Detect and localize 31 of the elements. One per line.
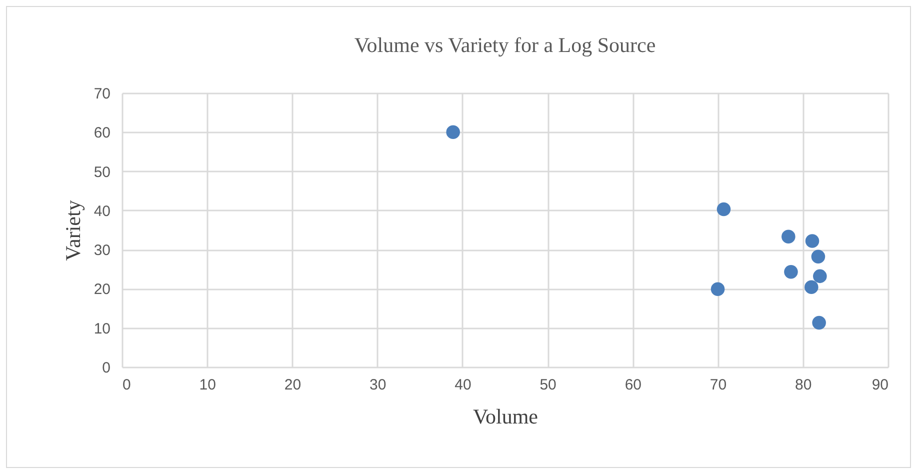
y-tick-label: 70 bbox=[94, 86, 110, 102]
point bbox=[805, 234, 820, 248]
point bbox=[710, 282, 725, 296]
y-axis-title: Variety bbox=[60, 200, 85, 261]
y-tick-label: 30 bbox=[94, 242, 110, 260]
y-tick-label: 60 bbox=[94, 124, 110, 142]
y-tick-label: 50 bbox=[94, 164, 110, 181]
point bbox=[813, 269, 827, 284]
y-tick-label: 0 bbox=[102, 360, 110, 376]
x-tick-label: 70 bbox=[710, 376, 727, 394]
point bbox=[804, 280, 818, 294]
x-axis-title: Volume bbox=[473, 404, 538, 428]
y-tick-label: 20 bbox=[94, 281, 110, 298]
y-tick-label: 10 bbox=[94, 320, 110, 338]
point bbox=[811, 250, 826, 264]
x-tick-label: 40 bbox=[454, 376, 472, 394]
y-tick-label: 40 bbox=[94, 202, 110, 220]
point bbox=[784, 265, 798, 279]
x-tick-label: 50 bbox=[540, 376, 556, 394]
x-tick-label: 0 bbox=[122, 376, 131, 394]
point bbox=[716, 202, 731, 216]
x-tick-label: 10 bbox=[199, 376, 216, 394]
x-tick-label: 60 bbox=[624, 376, 642, 394]
x-tick-label: 80 bbox=[795, 376, 812, 394]
x-tick-label: 20 bbox=[284, 376, 302, 394]
point bbox=[446, 125, 460, 140]
x-tick-label: 30 bbox=[369, 376, 386, 394]
chart-title: Volume vs Variety for a Log Source bbox=[354, 33, 656, 57]
x-tick-label: 90 bbox=[872, 376, 888, 394]
point bbox=[782, 230, 796, 244]
point bbox=[812, 316, 826, 330]
